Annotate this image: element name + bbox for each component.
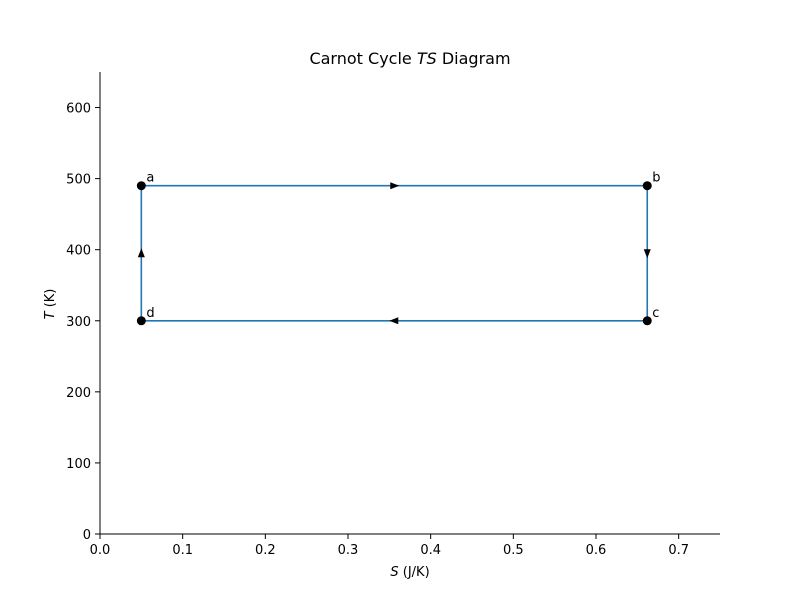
state-point-d: [136, 316, 146, 326]
direction-arrow-right: [390, 182, 400, 190]
y-tick-label: 0: [83, 528, 91, 543]
direction-arrow-up: [137, 248, 145, 258]
y-axis-label: T (K): [43, 289, 58, 320]
x-axis-ticks: 0.0 0.1 0.2 0.3 0.4 0.5 0.6 0.7: [90, 534, 689, 558]
x-axis-label-symbol: S: [390, 565, 398, 580]
chart-title-italic: TS: [417, 49, 437, 68]
chart-title: Carnot Cycle TS Diagram: [309, 49, 510, 68]
x-tick-label: 0.1: [172, 543, 193, 558]
x-tick-label: 0.4: [420, 543, 441, 558]
state-point-label-b: b: [652, 171, 660, 186]
state-point-a: [136, 181, 146, 191]
y-tick-label: 300: [66, 315, 91, 330]
x-tick-label: 0.2: [255, 543, 276, 558]
x-tick-label: 0.6: [586, 543, 607, 558]
direction-arrow-left: [389, 317, 399, 325]
x-tick-label: 0.5: [503, 543, 524, 558]
y-tick-label: 400: [66, 244, 91, 259]
state-points: a b c d: [136, 171, 661, 326]
state-point-label-a: a: [146, 171, 154, 186]
chart-title-prefix: Carnot Cycle: [309, 49, 416, 68]
y-axis-ticks: 0 100 200 300 400 500 600: [66, 102, 100, 543]
chart-title-suffix: Diagram: [437, 49, 511, 68]
y-axis-label-symbol: T: [43, 310, 58, 319]
x-tick-label: 0.3: [338, 543, 359, 558]
cycle-line: [140, 184, 649, 322]
state-point-b: [642, 181, 652, 191]
x-tick-label: 0.7: [668, 543, 689, 558]
y-tick-label: 200: [66, 386, 91, 401]
direction-arrows: [137, 182, 651, 325]
y-tick-label: 600: [66, 102, 91, 117]
series-layer: [140, 184, 649, 322]
state-point-c: [642, 316, 652, 326]
state-point-label-d: d: [146, 306, 154, 321]
y-tick-label: 100: [66, 457, 91, 472]
state-point-label-c: c: [652, 306, 659, 321]
x-axis-label: S (J/K): [390, 565, 429, 580]
direction-arrow-down: [643, 249, 651, 259]
y-axis-label-unit: (K): [43, 289, 58, 312]
x-axis-label-unit: (J/K): [399, 565, 430, 580]
x-tick-label: 0.0: [90, 543, 111, 558]
y-tick-label: 500: [66, 173, 91, 188]
